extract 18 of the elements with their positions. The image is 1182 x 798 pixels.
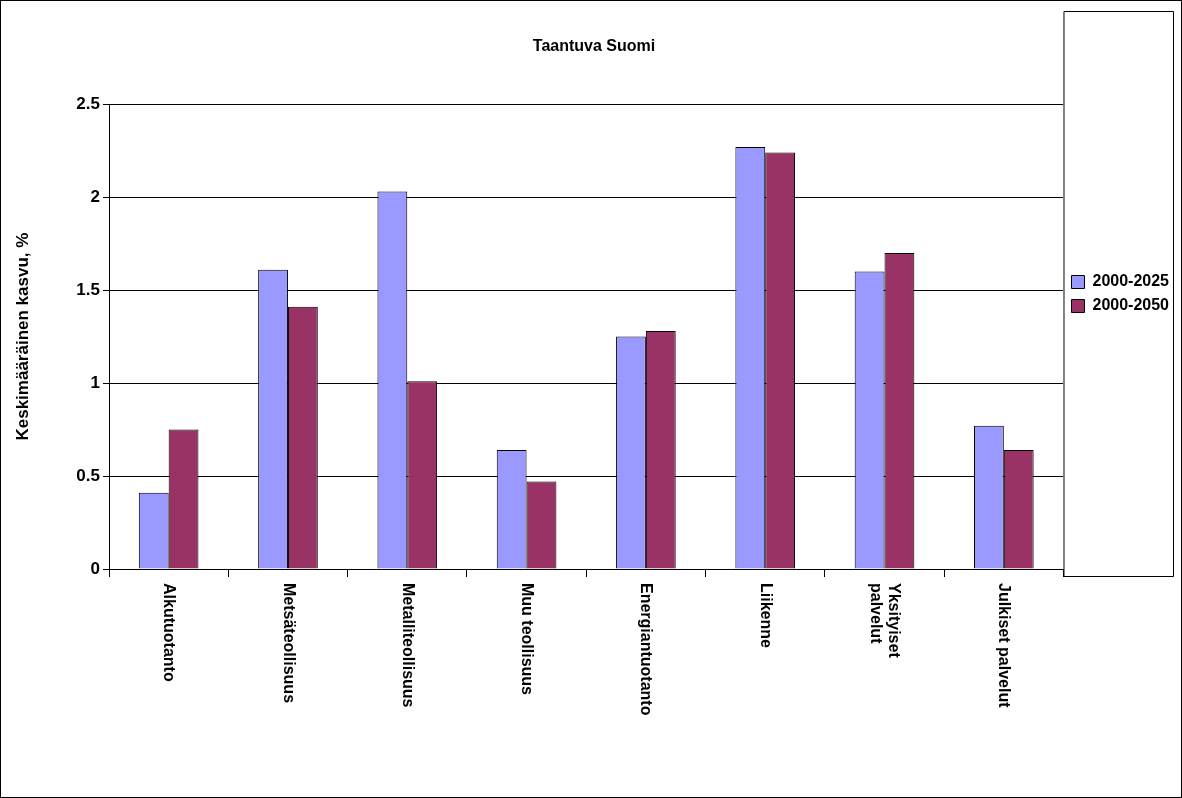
x-tick-label: Metalliteollisuus xyxy=(399,583,417,708)
x-tick-label: Julkiset palvelut xyxy=(996,583,1014,709)
x-tick-label: Yksityiset palvelut xyxy=(868,583,904,659)
x-tick-label: Metsäteollisuus xyxy=(280,583,298,704)
x-tick-label: Muu teollisuus xyxy=(519,583,537,696)
chart-title: Taantuva Suomi xyxy=(532,37,656,55)
x-tick-label: Energiantuotanto xyxy=(638,583,656,716)
y-tick-label: 1 xyxy=(90,372,100,392)
y-axis-title: Keskimääräinen kasvu, % xyxy=(12,232,32,441)
y-tick-label: 2 xyxy=(90,186,100,206)
y-tick-label: 1.5 xyxy=(76,279,100,299)
x-tick-label: Alkutuotanto xyxy=(161,583,179,682)
y-tick-label: 0 xyxy=(90,558,100,578)
legend-label: 2000-2050 xyxy=(1092,296,1170,314)
x-tick-label: Liikenne xyxy=(757,583,775,649)
y-tick-label: 2.5 xyxy=(76,93,100,113)
y-tick-label: 0.5 xyxy=(76,465,100,485)
legend-label: 2000-2025 xyxy=(1092,272,1170,290)
